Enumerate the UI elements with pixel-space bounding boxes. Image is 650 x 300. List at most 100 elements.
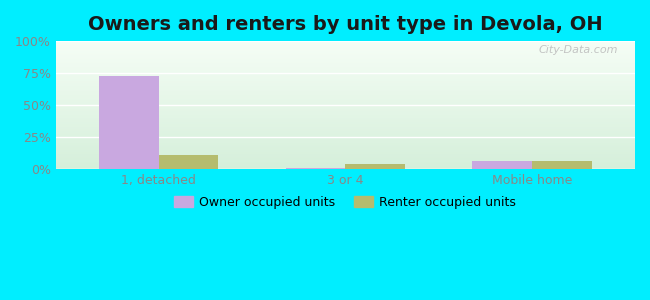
Bar bbox=[56, 60, 635, 61]
Bar bbox=[56, 94, 635, 95]
Bar bbox=[56, 88, 635, 89]
Bar bbox=[56, 106, 635, 107]
Bar bbox=[56, 145, 635, 146]
Bar bbox=[56, 53, 635, 54]
Bar bbox=[56, 122, 635, 123]
Bar bbox=[159, 155, 218, 169]
Bar bbox=[56, 108, 635, 109]
Bar bbox=[56, 105, 635, 106]
Bar bbox=[56, 89, 635, 90]
Bar bbox=[56, 59, 635, 60]
Bar bbox=[56, 73, 635, 74]
Bar bbox=[56, 79, 635, 80]
Bar bbox=[56, 162, 635, 163]
Bar bbox=[56, 97, 635, 98]
Bar bbox=[56, 124, 635, 125]
Bar bbox=[99, 76, 159, 169]
Bar bbox=[56, 111, 635, 112]
Bar bbox=[285, 168, 345, 169]
Bar bbox=[56, 92, 635, 93]
Bar bbox=[56, 78, 635, 79]
Bar bbox=[56, 143, 635, 144]
Bar bbox=[56, 41, 635, 42]
Text: City-Data.com: City-Data.com bbox=[538, 45, 617, 55]
Bar bbox=[56, 52, 635, 53]
Bar bbox=[56, 81, 635, 82]
Bar bbox=[56, 132, 635, 133]
Bar bbox=[56, 151, 635, 152]
Bar bbox=[56, 113, 635, 114]
Bar bbox=[56, 116, 635, 117]
Bar bbox=[56, 160, 635, 161]
Bar bbox=[56, 138, 635, 139]
Bar bbox=[56, 140, 635, 141]
Bar bbox=[56, 135, 635, 136]
Bar bbox=[56, 74, 635, 75]
Bar bbox=[56, 166, 635, 167]
Bar bbox=[56, 71, 635, 72]
Bar bbox=[56, 46, 635, 47]
Bar bbox=[56, 159, 635, 160]
Bar bbox=[56, 101, 635, 102]
Bar bbox=[56, 118, 635, 119]
Bar bbox=[56, 155, 635, 156]
Bar bbox=[56, 85, 635, 86]
Bar bbox=[56, 65, 635, 66]
Bar bbox=[56, 117, 635, 118]
Bar bbox=[56, 134, 635, 135]
Bar bbox=[56, 43, 635, 44]
Bar bbox=[56, 99, 635, 100]
Bar bbox=[56, 136, 635, 137]
Bar bbox=[56, 75, 635, 76]
Bar bbox=[56, 54, 635, 55]
Bar bbox=[56, 103, 635, 104]
Bar bbox=[56, 119, 635, 120]
Bar bbox=[56, 167, 635, 168]
Bar bbox=[56, 51, 635, 52]
Bar bbox=[56, 90, 635, 91]
Bar bbox=[56, 165, 635, 166]
Bar bbox=[56, 76, 635, 77]
Bar bbox=[56, 115, 635, 116]
Bar bbox=[56, 47, 635, 48]
Bar bbox=[56, 80, 635, 81]
Bar bbox=[56, 64, 635, 65]
Bar bbox=[56, 100, 635, 101]
Bar bbox=[56, 83, 635, 84]
Bar bbox=[56, 126, 635, 127]
Bar bbox=[56, 72, 635, 73]
Bar bbox=[56, 147, 635, 148]
Bar bbox=[56, 144, 635, 145]
Bar bbox=[56, 82, 635, 83]
Bar bbox=[56, 61, 635, 62]
Legend: Owner occupied units, Renter occupied units: Owner occupied units, Renter occupied un… bbox=[170, 191, 521, 214]
Bar bbox=[56, 102, 635, 103]
Bar bbox=[56, 95, 635, 96]
Bar bbox=[56, 49, 635, 50]
Bar bbox=[56, 107, 635, 108]
Bar bbox=[56, 128, 635, 129]
Bar bbox=[473, 161, 532, 169]
Bar bbox=[56, 68, 635, 69]
Bar bbox=[56, 44, 635, 45]
Bar bbox=[56, 127, 635, 128]
Bar bbox=[56, 168, 635, 169]
Bar bbox=[56, 164, 635, 165]
Bar bbox=[56, 84, 635, 85]
Bar bbox=[56, 45, 635, 46]
Bar bbox=[56, 133, 635, 134]
Bar bbox=[56, 98, 635, 99]
Title: Owners and renters by unit type in Devola, OH: Owners and renters by unit type in Devol… bbox=[88, 15, 603, 34]
Bar bbox=[56, 70, 635, 71]
Bar bbox=[56, 141, 635, 142]
Bar bbox=[56, 153, 635, 154]
Bar bbox=[56, 129, 635, 130]
Bar bbox=[56, 158, 635, 159]
Bar bbox=[56, 114, 635, 115]
Bar bbox=[56, 77, 635, 78]
Bar bbox=[56, 142, 635, 143]
Bar bbox=[56, 58, 635, 59]
Bar bbox=[56, 120, 635, 121]
Bar bbox=[56, 131, 635, 132]
Bar bbox=[56, 48, 635, 49]
